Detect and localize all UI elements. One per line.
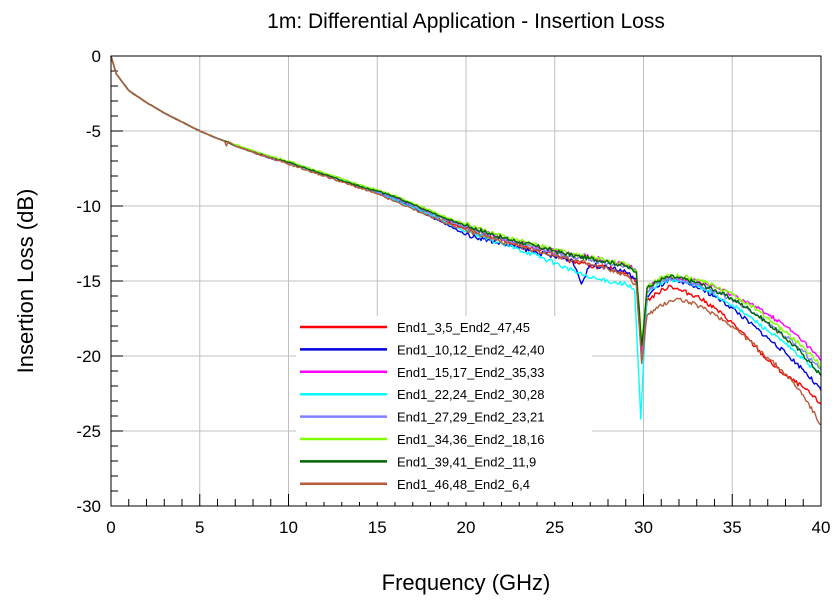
legend-label-5: End1_27,29_End2_23,21 bbox=[397, 410, 544, 425]
tick-labels: 0 5 10 15 20 25 30 35 40 0 -5 -10 -15 -20 -25 -30 bbox=[76, 47, 830, 537]
y-tick-label: -10 bbox=[76, 197, 101, 216]
legend-label-2: End1_10,12_End2_42,40 bbox=[397, 342, 544, 357]
y-axis-label: Insertion Loss (dB) bbox=[13, 189, 38, 374]
y-tick-label: -30 bbox=[76, 497, 101, 516]
y-tick-label: 0 bbox=[92, 47, 101, 66]
legend-label-1: End1_3,5_End2_47,45 bbox=[397, 320, 530, 335]
series-line-8 bbox=[110, 55, 822, 426]
legend-label-4: End1_22,24_End2_30,28 bbox=[397, 387, 544, 402]
legend-label-6: End1_34,36_End2_18,16 bbox=[397, 432, 544, 447]
x-tick-label: 40 bbox=[812, 518, 831, 537]
legend-label-3: End1_15,17_End2_35,33 bbox=[397, 365, 544, 380]
legend-label-8: End1_46,48_End2_6,4 bbox=[397, 477, 530, 492]
chart-title: 1m: Differential Application - Insertion… bbox=[267, 10, 665, 33]
legend-box bbox=[296, 316, 592, 502]
y-tick-label: -20 bbox=[76, 347, 101, 366]
legend: End1_3,5_End2_47,45 End1_10,12_End2_42,40… bbox=[300, 320, 544, 492]
x-axis-label: Frequency (GHz) bbox=[382, 570, 551, 595]
y-tick-label: -5 bbox=[86, 122, 101, 141]
x-tick-label: 35 bbox=[723, 518, 742, 537]
y-tick-label: -25 bbox=[76, 422, 101, 441]
y-tick-label: -15 bbox=[76, 272, 101, 291]
series-lines bbox=[110, 55, 822, 426]
x-tick-label: 20 bbox=[457, 518, 476, 537]
x-tick-label: 10 bbox=[279, 518, 298, 537]
legend-label-7: End1_39,41_End2_11,9 bbox=[397, 454, 536, 469]
x-tick-label: 15 bbox=[368, 518, 387, 537]
x-tick-label: 0 bbox=[106, 518, 115, 537]
x-tick-label: 25 bbox=[545, 518, 564, 537]
plot-frame bbox=[110, 55, 822, 507]
x-tick-label: 30 bbox=[634, 518, 653, 537]
x-tick-label: 5 bbox=[195, 518, 204, 537]
